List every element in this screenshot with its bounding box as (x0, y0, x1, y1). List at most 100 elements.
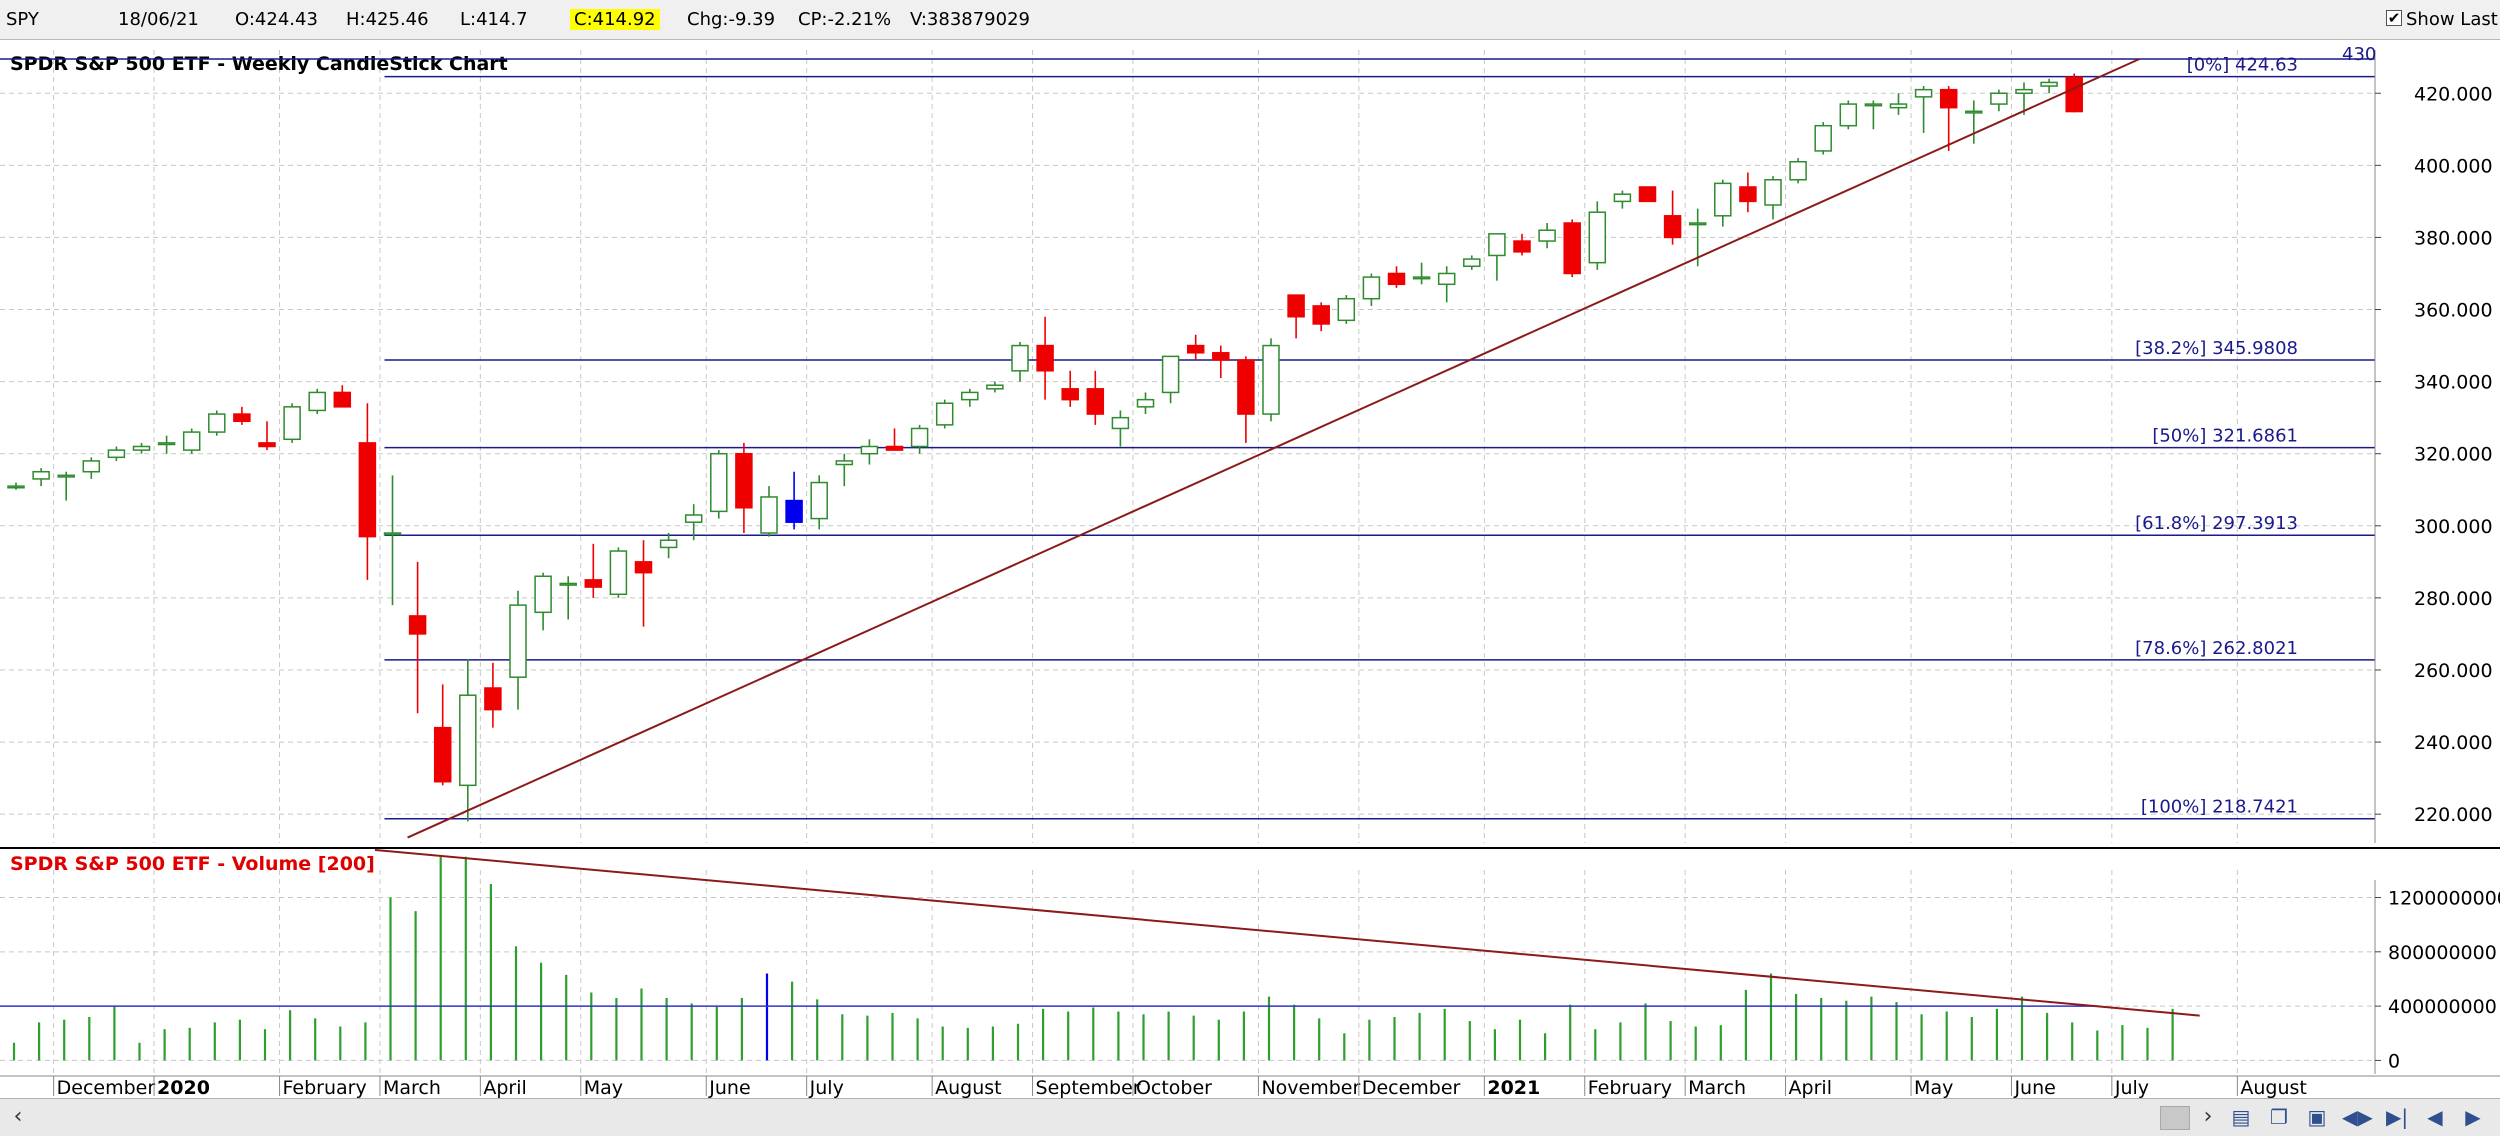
candle-body (182, 431, 201, 451)
step-end-icon[interactable]: ◀▶ (2342, 1105, 2373, 1129)
price-tick-label: 260.000 (2414, 660, 2493, 682)
candle-body (308, 391, 326, 412)
candle-body (258, 442, 276, 448)
chart-area[interactable]: SPDR S&P 500 ETF - Weekly CandleStick Ch… (0, 40, 2500, 1098)
high-label: H:425.46 (346, 9, 429, 30)
scroll-right-icon[interactable]: › (2203, 1104, 2213, 1129)
x-tick-label: August (2240, 1077, 2307, 1098)
price-tick-label: 400.000 (2414, 155, 2493, 177)
candles (7, 73, 2083, 822)
step-start-icon[interactable]: ▶| (2385, 1105, 2409, 1129)
x-tick-label: August (935, 1077, 1002, 1098)
candle-body (1939, 88, 1958, 109)
prev-icon[interactable]: ◀ (2427, 1105, 2443, 1129)
candle-body (1688, 222, 1707, 226)
candle-body (509, 604, 527, 678)
next-icon[interactable]: ▶ (2465, 1105, 2481, 1129)
candle-body (1136, 398, 1155, 408)
candle-body (107, 449, 126, 459)
price-tick-label: 220.000 (2414, 804, 2493, 826)
x-tick-label: November (1261, 1077, 1360, 1098)
candle-body (1538, 229, 1556, 242)
low-label: L:414.7 (460, 9, 528, 30)
candle-body (1086, 388, 1105, 415)
chart-background (0, 40, 2500, 1098)
candle-body (1312, 305, 1330, 325)
candle-body (1638, 186, 1657, 203)
x-tick-label: September (1036, 1077, 1141, 1098)
candle-body (1186, 344, 1205, 354)
volume-axis: 0 400000000 800000000 1200000000 (2374, 880, 2500, 1074)
copy-icon[interactable]: ❐ (2270, 1105, 2288, 1129)
candle-body (1412, 276, 1431, 280)
candle-body (835, 460, 854, 466)
candle-body (1237, 359, 1255, 415)
candle-body (1739, 186, 1757, 203)
price-top-label: 430 (2342, 44, 2376, 65)
fib-level-label: [100%] 218.7421 (2141, 797, 2298, 818)
candle-body (1337, 297, 1356, 322)
candle-body (1061, 388, 1079, 401)
candle-body (2040, 81, 2058, 87)
candle-body (584, 579, 603, 588)
volume-chart-title: SPDR S&P 500 ETF - Volume [200] (10, 853, 375, 875)
candle-body (1387, 272, 1406, 286)
price-axis: 220.000 240.000 260.000 280.000 300.000 320.0… (2342, 44, 2493, 843)
candle-body (208, 413, 226, 433)
date-label: 18/06/21 (118, 9, 199, 30)
show-last-checkbox[interactable]: ✔ (2386, 9, 2402, 27)
candle-body (1663, 215, 1682, 239)
candle-body (1914, 88, 1933, 98)
candle-body (132, 445, 151, 451)
candle-body (760, 496, 778, 534)
candle-body (1437, 272, 1456, 286)
price-tick-label: 380.000 (2414, 227, 2493, 249)
price-pane: SPDR S&P 500 ETF - Weekly CandleStick Ch… (0, 44, 2493, 843)
fib-level-label: [61.8%] 297.3913 (2135, 513, 2298, 534)
x-tick-label: July (2114, 1077, 2149, 1098)
candle-body (1839, 103, 1858, 127)
open-label: O:424.43 (235, 9, 318, 30)
volume-tick-label: 1200000000 (2388, 888, 2500, 910)
price-tick-label: 240.000 (2414, 732, 2493, 754)
x-tick-label: March (383, 1077, 441, 1098)
candle-body (910, 427, 929, 448)
candle-body (885, 445, 904, 451)
volume-tick-label: 400000000 (2388, 996, 2497, 1018)
scrollbar-thumb[interactable] (2160, 1106, 2190, 1130)
save-icon[interactable]: ▣ (2307, 1105, 2327, 1129)
candle-body (810, 481, 828, 520)
candle-body (659, 539, 678, 549)
fib-level-label: [50%] 321.6861 (2152, 426, 2298, 447)
change-pct-label: CP:-2.21% (798, 9, 892, 30)
price-tick-label: 420.000 (2414, 83, 2493, 105)
candle-body (459, 694, 477, 787)
price-tick-label: 300.000 (2414, 516, 2493, 538)
volume-tick-label: 800000000 (2388, 942, 2497, 964)
scroll-left-icon[interactable]: ‹ (13, 1104, 23, 1129)
x-tick-label: May (584, 1077, 623, 1098)
volume-trend-line (374, 849, 2200, 1017)
candle-body (1212, 352, 1230, 361)
x-tick-label: December (57, 1077, 156, 1098)
candle-body (1563, 222, 1581, 275)
candle-body (484, 687, 502, 711)
x-tick-label: April (483, 1077, 526, 1098)
candle-body (2065, 76, 2083, 113)
x-tick-label: 2021 (1487, 1077, 1540, 1098)
close-label: C:414.92 (570, 9, 660, 30)
volume-tick-label: 0 (2388, 1050, 2400, 1072)
candle-body (1011, 344, 1029, 372)
candle-body (408, 615, 427, 635)
candle-body (1814, 124, 1832, 152)
symbol-label: SPY (6, 9, 39, 30)
export-icon[interactable]: ▤ (2231, 1105, 2251, 1129)
volume-bars (12, 856, 2174, 1061)
candle-body (333, 391, 352, 408)
x-tick-label: April (1789, 1077, 1832, 1098)
candle-body (684, 514, 703, 523)
candle-body (233, 413, 251, 423)
candle-body (1036, 344, 1054, 372)
candle-body (1111, 416, 1130, 430)
candle-body (1613, 193, 1632, 203)
